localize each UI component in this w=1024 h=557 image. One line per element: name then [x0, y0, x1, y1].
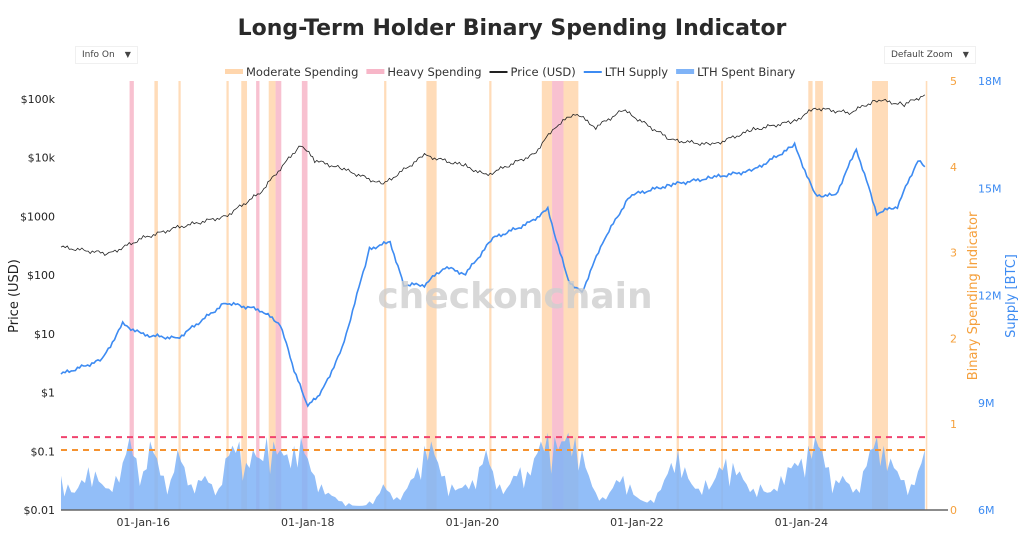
legend-label: LTH Supply — [605, 65, 669, 79]
x-tick-label: 01-Jan-20 — [446, 516, 500, 529]
y-right1-tick-label: 3 — [950, 247, 957, 260]
y-left-tick-label: $0.1 — [31, 445, 56, 458]
legend-label: Moderate Spending — [246, 65, 358, 79]
y-right2-tick-label: 15M — [978, 182, 1002, 195]
y-left-tick-label: $1000 — [20, 210, 55, 223]
info-dropdown[interactable]: Info On ▼ — [75, 46, 138, 64]
legend-item[interactable]: LTH Spent Binary — [676, 65, 796, 79]
y-right2-tick-label: 12M — [978, 290, 1002, 303]
legend-item[interactable]: Heavy Spending — [366, 65, 482, 79]
y-right1-tick-label: 0 — [950, 504, 957, 517]
spending-band-moderate — [563, 81, 579, 510]
spending-band-moderate — [489, 81, 492, 510]
y-left-tick-label: $100 — [27, 269, 55, 282]
y-right2-tick-label: 18M — [978, 75, 1002, 88]
watermark: checkonchain — [377, 276, 652, 317]
y-left-axis-title: Price (USD) — [7, 259, 22, 333]
legend-swatch — [676, 69, 695, 74]
y-right1-tick-label: 1 — [950, 418, 957, 431]
legend-swatch — [225, 69, 243, 74]
chevron-down-icon: ▼ — [962, 50, 969, 59]
x-tick-label: 01-Jan-22 — [610, 516, 664, 529]
legend-item[interactable]: LTH Supply — [583, 65, 669, 79]
spending-band-moderate — [241, 81, 248, 510]
x-tick-label: 01-Jan-16 — [117, 516, 171, 529]
spending-band-moderate — [721, 81, 723, 510]
chevron-down-icon: ▼ — [124, 50, 131, 59]
y-right1-tick-label: 4 — [950, 161, 957, 174]
spending-band-moderate — [925, 81, 928, 510]
legend-label: LTH Spent Binary — [697, 65, 795, 79]
info-label: Info On — [82, 50, 115, 60]
spending-band-moderate — [426, 81, 437, 510]
spending-band-heavy — [275, 81, 282, 510]
lth-spent-binary-area — [61, 432, 925, 510]
y-left-tick-label: $10k — [28, 152, 56, 165]
spending-band-moderate — [178, 81, 181, 510]
legend-item[interactable]: Price (USD) — [489, 65, 576, 79]
spending-band-moderate — [384, 81, 387, 510]
spending-band-heavy — [301, 81, 308, 510]
spending-band-moderate — [676, 81, 679, 510]
spending-band-moderate — [226, 81, 229, 510]
price-line — [60, 94, 926, 256]
zoom-dropdown[interactable]: Default Zoom ▼ — [884, 46, 976, 64]
spending-band-moderate — [815, 81, 823, 510]
spending-band-moderate — [268, 81, 276, 510]
spending-band-heavy — [129, 81, 134, 510]
y-right2-tick-label: 9M — [978, 397, 995, 410]
spending-band-heavy — [256, 81, 260, 510]
y-right2-axis-title: Supply [BTC] — [1004, 254, 1019, 338]
y-left-tick-label: $0.01 — [24, 504, 56, 517]
zoom-label: Default Zoom — [891, 50, 953, 60]
spending-band-moderate — [808, 81, 813, 510]
chart-title: Long-Term Holder Binary Spending Indicat… — [237, 16, 787, 41]
y-left-tick-label: $100k — [21, 93, 56, 106]
y-right1-tick-label: 2 — [950, 332, 957, 345]
y-left-tick-label: $1 — [41, 387, 55, 400]
legend-item[interactable]: Moderate Spending — [225, 65, 358, 79]
x-tick-label: 01-Jan-18 — [281, 516, 335, 529]
lth-supply-line — [60, 141, 926, 408]
y-left-tick-label: $10 — [34, 328, 55, 341]
spending-band-moderate — [541, 81, 553, 510]
spending-band-moderate — [154, 81, 158, 510]
y-right1-tick-label: 5 — [950, 75, 957, 88]
spending-band-heavy — [552, 81, 564, 510]
spending-band-moderate — [872, 81, 888, 510]
legend-swatch — [366, 69, 385, 74]
legend-label: Price (USD) — [511, 65, 576, 79]
x-tick-label: 01-Jan-24 — [775, 516, 829, 529]
legend-label: Heavy Spending — [387, 65, 481, 79]
y-right2-tick-label: 6M — [978, 504, 995, 517]
y-right1-axis-title: Binary Spending Indicator — [966, 211, 981, 380]
